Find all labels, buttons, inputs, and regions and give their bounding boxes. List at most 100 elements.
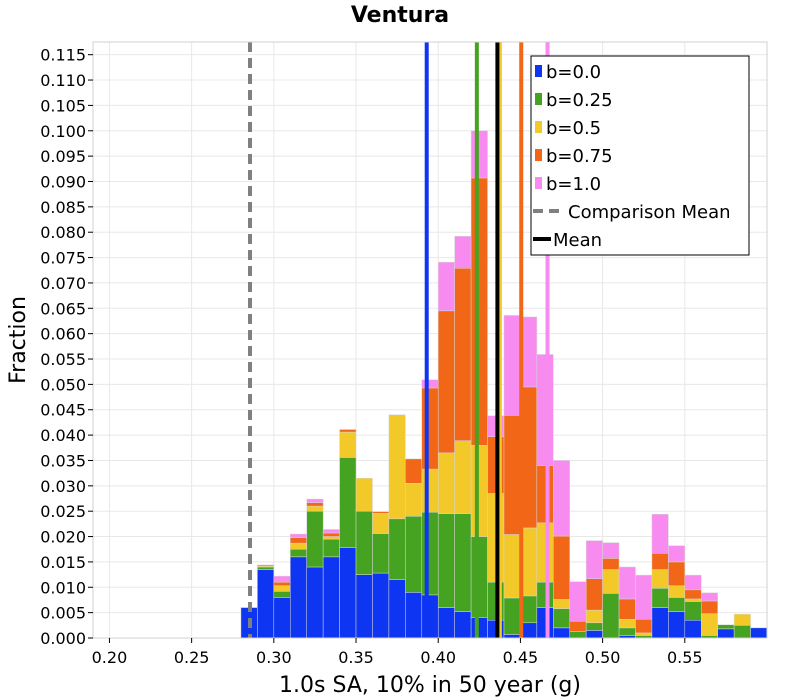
- bar-b-0-0: [273, 597, 291, 639]
- bar-b-0-5: [684, 598, 702, 602]
- y-tick-label: 0.085: [40, 198, 86, 217]
- bar-b-0-5: [536, 522, 554, 583]
- bar-b-0-25: [290, 548, 307, 558]
- bar-b-1-0: [668, 545, 686, 563]
- y-tick-label: 0.090: [40, 172, 86, 191]
- bar-b-0-0: [437, 607, 455, 639]
- y-tick-label: 0.060: [40, 325, 86, 344]
- x-tick-label: 0.50: [585, 648, 621, 667]
- bar-b-0-0: [405, 592, 423, 639]
- bar-b-0-25: [421, 511, 439, 596]
- legend-label: b=0.25: [546, 90, 613, 111]
- bar-b-0-75: [322, 532, 340, 537]
- bar-b-0-25: [470, 536, 488, 618]
- bar-b-0-5: [651, 569, 669, 589]
- bar-b-0-25: [372, 533, 390, 574]
- bar-b-1-0: [470, 130, 488, 179]
- bar-b-1-0: [437, 261, 455, 312]
- bar-b-0-0: [322, 556, 340, 639]
- bar-b-0-5: [602, 569, 620, 594]
- bar-b-1-0: [651, 513, 669, 554]
- bar-b-0-75: [553, 535, 570, 600]
- bar-b-1-0: [273, 575, 291, 583]
- bar-b-0-75: [503, 415, 521, 535]
- bar-b-0-5: [454, 440, 472, 514]
- y-tick-label: 0.000: [40, 629, 86, 648]
- y-tick-label: 0.005: [40, 604, 86, 623]
- bar-b-0-25: [553, 608, 570, 629]
- x-tick-label: 0.55: [667, 648, 703, 667]
- bar-b-0-5: [635, 632, 653, 636]
- legend-label: Mean: [553, 230, 602, 251]
- bar-b-0-25: [585, 622, 603, 631]
- bar-b-0-75: [684, 589, 702, 600]
- bar-b-0-5: [700, 613, 718, 636]
- bar-b-0-5: [437, 452, 455, 514]
- bar-b-0-25: [355, 510, 373, 575]
- bar-b-0-5: [668, 585, 686, 598]
- bar-b-0-0: [306, 566, 324, 639]
- bar-b-0-5: [355, 477, 373, 512]
- bar-b-0-25: [437, 513, 455, 608]
- bar-b-0-0: [355, 574, 373, 639]
- bar-b-0-5: [273, 585, 291, 592]
- y-tick-label: 0.055: [40, 350, 86, 369]
- bar-b-1-0: [585, 540, 603, 579]
- bar-b-0-75: [700, 600, 718, 614]
- y-axis-ticks: 0.000 0.005 0.010 0.015 0.020 0.025 0.030 0.035…: [40, 46, 93, 648]
- bar-b-0-75: [454, 267, 472, 441]
- y-tick-label: 0.040: [40, 426, 86, 445]
- bar-b-1-0: [454, 236, 472, 269]
- bar-b-0-0: [454, 611, 472, 639]
- y-tick-label: 0.010: [40, 578, 86, 597]
- legend-swatch: [535, 65, 542, 77]
- bar-b-0-0: [388, 579, 406, 639]
- bar-b-0-25: [257, 566, 275, 570]
- bar-b-0-75: [602, 558, 620, 570]
- bar-b-0-25: [618, 627, 636, 636]
- legend-swatch: [535, 149, 542, 161]
- bar-b-0-25: [668, 597, 686, 612]
- y-tick-label: 0.045: [40, 401, 86, 420]
- y-tick-label: 0.070: [40, 274, 86, 293]
- bar-b-1-0: [700, 592, 718, 602]
- y-tick-label: 0.080: [40, 223, 86, 242]
- bar-b-0-75: [257, 564, 275, 567]
- bar-b-0-75: [569, 621, 587, 632]
- bar-b-1-0: [553, 460, 570, 537]
- bar-b-0-25: [273, 591, 291, 598]
- x-tick-label: 0.20: [92, 648, 128, 667]
- bar-b-1-0: [536, 354, 554, 466]
- bar-b-0-0: [536, 607, 554, 639]
- bar-b-0-25: [733, 625, 751, 639]
- bar-b-0-75: [437, 310, 455, 454]
- y-tick-label: 0.025: [40, 502, 86, 521]
- bar-b-0-0: [553, 627, 570, 639]
- bar-b-0-0: [684, 619, 702, 639]
- bar-b-0-25: [306, 510, 324, 568]
- plot-frame: [92, 41, 768, 639]
- bar-b-0-5: [306, 505, 324, 512]
- bar-b-0-5: [585, 609, 603, 624]
- x-tick-label: 0.40: [420, 648, 456, 667]
- y-tick-label: 0.050: [40, 375, 86, 394]
- y-tick-label: 0.115: [40, 46, 86, 65]
- legend-swatch: [535, 93, 542, 105]
- legend: b=0.0 b=0.25 b=0.5 b=0.75 b=1.0 Comparison Me…: [530, 55, 750, 256]
- bar-b-0-25: [684, 601, 702, 621]
- bar-b-0-5: [503, 534, 521, 599]
- legend-label: Comparison Mean: [568, 202, 731, 223]
- y-tick-label: 0.095: [40, 147, 86, 166]
- bar-b-0-0: [290, 556, 307, 639]
- y-tick-label: 0.100: [40, 122, 86, 141]
- x-axis-ticks: 0.20 0.25 0.30 0.35 0.40 0.45 0.50 0.55: [92, 638, 703, 667]
- y-tick-label: 0.020: [40, 528, 86, 547]
- legend-label: b=0.0: [546, 62, 601, 83]
- bar-b-0-5: [733, 613, 751, 626]
- y-tick-label: 0.075: [40, 249, 86, 268]
- bar-b-1-0: [684, 574, 702, 591]
- legend-swatch: [535, 121, 542, 133]
- bar-b-0-75: [470, 177, 488, 446]
- bar-b-0-5: [553, 599, 570, 609]
